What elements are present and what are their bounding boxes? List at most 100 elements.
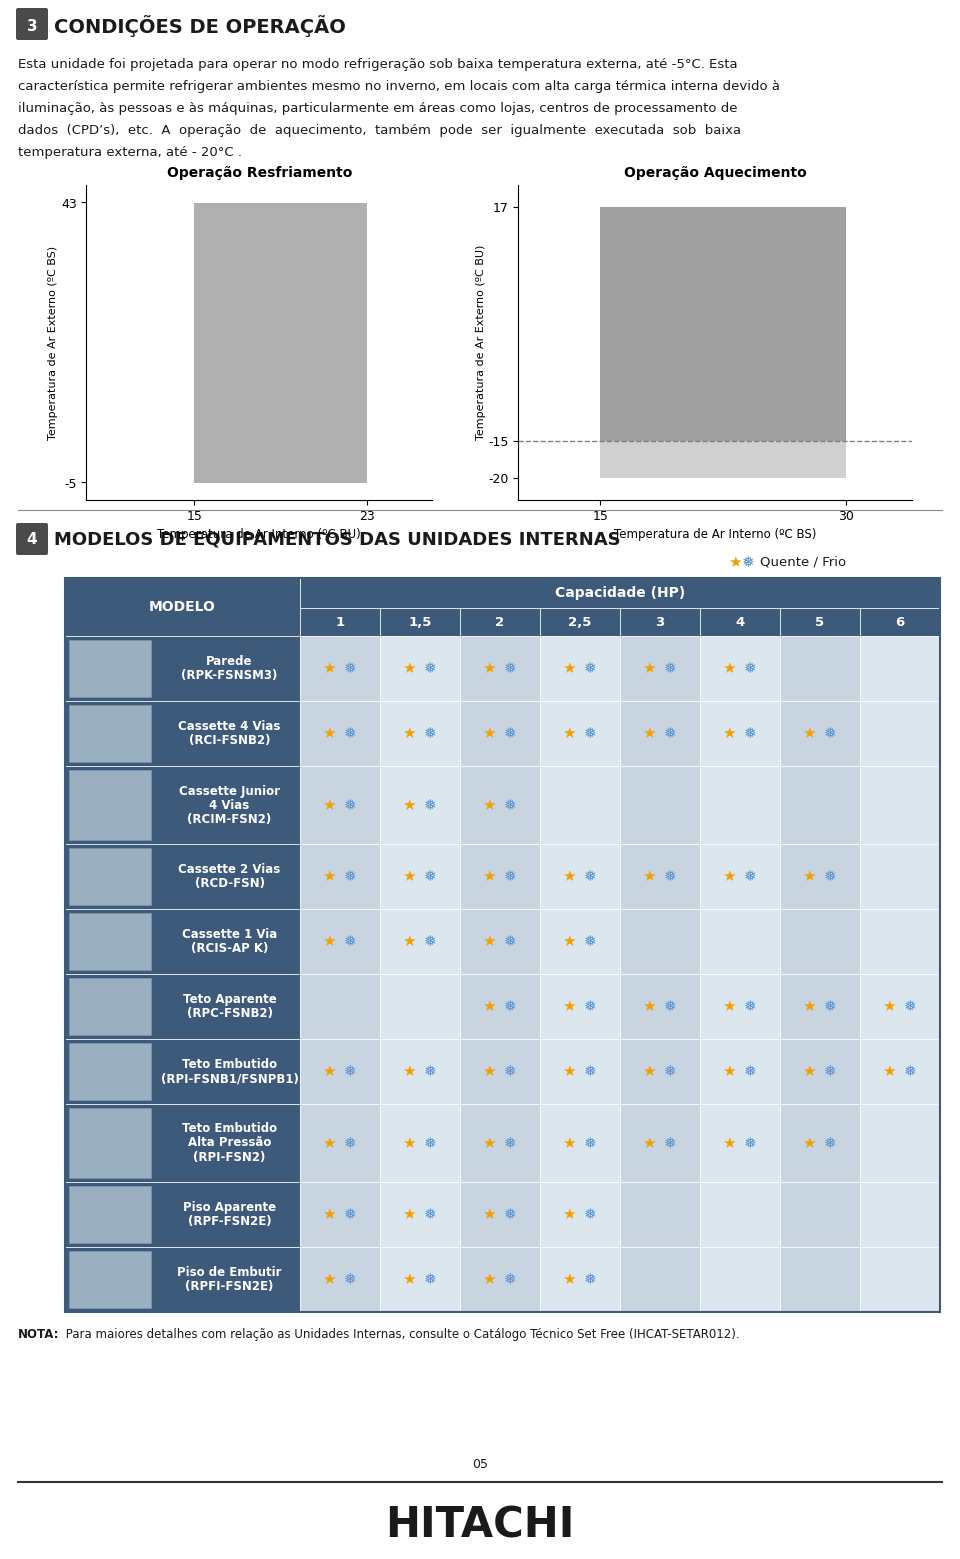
Text: ❅: ❅ xyxy=(424,1135,437,1151)
Bar xyxy=(700,608,780,636)
Text: ❅: ❅ xyxy=(824,999,837,1013)
Text: ❅: ❅ xyxy=(504,1063,516,1079)
Bar xyxy=(540,909,620,974)
Text: Alta Pressão: Alta Pressão xyxy=(188,1137,271,1149)
Text: ★: ★ xyxy=(642,868,656,884)
Title: Operação Aquecimento: Operação Aquecimento xyxy=(624,165,806,179)
Bar xyxy=(300,765,380,843)
Text: ★: ★ xyxy=(323,1063,336,1079)
Bar xyxy=(300,1247,380,1313)
Bar xyxy=(460,1038,540,1104)
Bar xyxy=(780,1247,860,1313)
Text: ★: ★ xyxy=(722,868,736,884)
Text: ★: ★ xyxy=(642,726,656,741)
Text: ★: ★ xyxy=(482,1135,496,1151)
Bar xyxy=(300,702,380,765)
Text: ❅: ❅ xyxy=(744,661,756,677)
Text: ★: ★ xyxy=(563,726,576,741)
Bar xyxy=(780,843,860,909)
Text: ❅: ❅ xyxy=(504,1135,516,1151)
Bar xyxy=(300,578,940,608)
Text: ❅: ❅ xyxy=(424,1272,437,1288)
Text: ❅: ❅ xyxy=(664,1063,677,1079)
Text: Teto Embutido: Teto Embutido xyxy=(182,1122,277,1135)
Text: (RPC-FSNB2): (RPC-FSNB2) xyxy=(186,1007,273,1020)
Text: CONDIÇÕES DE OPERAÇÃO: CONDIÇÕES DE OPERAÇÃO xyxy=(54,16,346,37)
Bar xyxy=(780,909,860,974)
Bar xyxy=(460,636,540,702)
Text: ★: ★ xyxy=(402,934,416,949)
Bar xyxy=(860,702,940,765)
Text: ❅: ❅ xyxy=(664,999,677,1013)
Bar xyxy=(65,578,300,636)
Text: ★: ★ xyxy=(563,868,576,884)
Text: ★: ★ xyxy=(563,661,576,677)
Text: ★: ★ xyxy=(482,868,496,884)
Bar xyxy=(65,843,300,909)
Bar xyxy=(700,974,780,1038)
Text: ❅: ❅ xyxy=(424,934,437,949)
Bar xyxy=(620,843,700,909)
Text: 4: 4 xyxy=(735,616,745,628)
Text: ❅: ❅ xyxy=(904,1063,917,1079)
Bar xyxy=(700,1104,780,1182)
Bar xyxy=(380,843,460,909)
Bar xyxy=(300,608,380,636)
Text: ❅: ❅ xyxy=(344,934,357,949)
Bar xyxy=(620,1247,700,1313)
Text: ❅: ❅ xyxy=(504,934,516,949)
Text: ★: ★ xyxy=(323,1207,336,1222)
Text: Cassette 4 Vias: Cassette 4 Vias xyxy=(179,720,280,733)
Bar xyxy=(540,843,620,909)
Bar xyxy=(69,641,151,697)
Bar xyxy=(460,765,540,843)
Bar xyxy=(700,1182,780,1247)
Bar xyxy=(600,207,847,441)
Bar xyxy=(780,608,860,636)
Text: ❅: ❅ xyxy=(742,555,755,569)
Text: ❅: ❅ xyxy=(504,798,516,812)
Bar xyxy=(300,636,380,702)
Text: ★: ★ xyxy=(402,661,416,677)
Text: ★: ★ xyxy=(402,798,416,812)
Bar xyxy=(300,1038,380,1104)
Bar xyxy=(620,1038,700,1104)
Text: ★: ★ xyxy=(402,1207,416,1222)
Bar xyxy=(65,765,300,843)
Bar xyxy=(540,702,620,765)
Text: ★: ★ xyxy=(323,868,336,884)
Text: Cassette 1 Via: Cassette 1 Via xyxy=(181,928,277,942)
Bar xyxy=(780,1038,860,1104)
Text: 4: 4 xyxy=(27,532,37,547)
Bar xyxy=(65,702,300,765)
Text: ❅: ❅ xyxy=(584,726,597,741)
Bar xyxy=(300,843,380,909)
Text: ★: ★ xyxy=(803,999,816,1013)
Bar xyxy=(860,1038,940,1104)
Text: ❅: ❅ xyxy=(424,1207,437,1222)
Text: (RCIS-AP K): (RCIS-AP K) xyxy=(191,942,268,956)
Text: ★: ★ xyxy=(563,934,576,949)
Bar xyxy=(540,636,620,702)
Bar xyxy=(65,974,300,1038)
Text: ★: ★ xyxy=(402,868,416,884)
Bar xyxy=(620,974,700,1038)
Bar xyxy=(780,1104,860,1182)
Text: (RPK-FSNSM3): (RPK-FSNSM3) xyxy=(181,669,277,681)
Bar xyxy=(700,702,780,765)
Text: ❅: ❅ xyxy=(744,868,756,884)
Bar xyxy=(540,1038,620,1104)
Text: ★: ★ xyxy=(402,1272,416,1288)
Text: NOTA:: NOTA: xyxy=(18,1328,60,1341)
Bar xyxy=(380,636,460,702)
Bar xyxy=(380,1104,460,1182)
Bar xyxy=(69,1108,151,1179)
Text: Quente / Frio: Quente / Frio xyxy=(760,555,846,569)
Y-axis label: Temperatura de Ar Externo (ºC BU): Temperatura de Ar Externo (ºC BU) xyxy=(475,245,486,440)
Text: 1,5: 1,5 xyxy=(408,616,432,628)
Text: 6: 6 xyxy=(896,616,904,628)
Bar xyxy=(69,1250,151,1308)
FancyBboxPatch shape xyxy=(16,522,48,555)
Text: ❅: ❅ xyxy=(584,1272,597,1288)
Text: ★: ★ xyxy=(482,934,496,949)
